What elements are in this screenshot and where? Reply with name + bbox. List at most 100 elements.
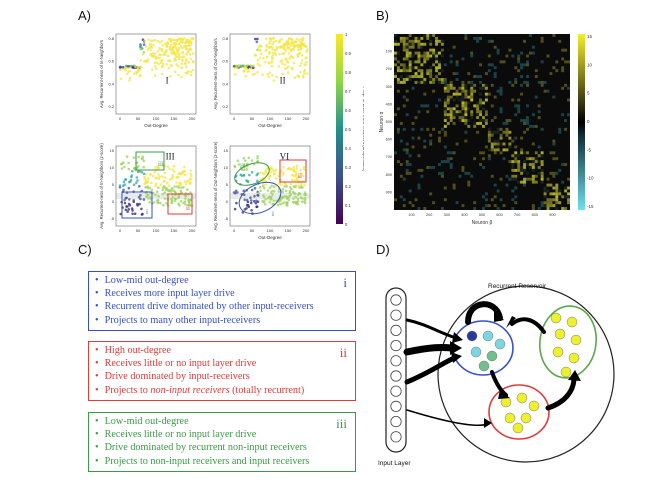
scatter-point xyxy=(154,182,158,186)
matrix-cell xyxy=(449,166,453,169)
colorbar-tick-label: 0.6 xyxy=(345,108,351,113)
matrix-cell xyxy=(526,75,529,78)
type-ii-item-text: Projects to xyxy=(104,384,151,396)
matrix-cell xyxy=(455,113,459,117)
matrix-cell xyxy=(511,166,515,169)
scatter-point xyxy=(299,70,302,74)
y-tick-label: 200 xyxy=(386,67,392,71)
matrix-cell xyxy=(479,113,482,117)
matrix-cell xyxy=(443,63,447,67)
matrix-cell xyxy=(517,57,521,61)
matrix-cell xyxy=(493,183,497,187)
matrix-cell xyxy=(443,119,447,122)
matrix-cell xyxy=(399,63,403,67)
matrix-cell xyxy=(467,95,471,99)
scatter-point xyxy=(177,73,180,77)
matrix-cell xyxy=(402,36,406,40)
matrix-cell xyxy=(531,142,535,146)
scatter-point xyxy=(292,200,295,204)
matrix-cell xyxy=(464,86,468,90)
scatter-point xyxy=(160,39,164,43)
matrix-cell xyxy=(540,36,544,40)
matrix-cell xyxy=(549,151,553,155)
x-axis-label: Out-Degree xyxy=(258,123,282,128)
matrix-cell xyxy=(482,83,485,87)
matrix-cell xyxy=(528,166,532,169)
scatter-point xyxy=(300,61,303,65)
matrix-cell xyxy=(508,136,512,140)
matrix-cell xyxy=(420,174,424,178)
matrix-cell xyxy=(561,86,565,90)
matrix-cell xyxy=(443,124,447,128)
scatter-point xyxy=(249,201,253,205)
category-box-label: ii xyxy=(186,204,190,212)
matrix-cell xyxy=(402,57,406,61)
matrix-cell xyxy=(523,168,526,172)
x-axis-label: Out-Degree xyxy=(144,123,168,128)
matrix-cell xyxy=(520,75,524,78)
scatter-point xyxy=(300,200,304,204)
matrix-cell xyxy=(487,39,491,43)
scatter-point xyxy=(171,168,174,172)
scatter-point xyxy=(146,58,150,62)
matrix-cell xyxy=(511,139,515,143)
scatter-point xyxy=(184,57,188,61)
matrix-cell xyxy=(505,119,509,122)
scatter-point xyxy=(138,185,141,188)
matrix-cell xyxy=(429,54,433,58)
y-tick-label: 10 xyxy=(224,165,229,170)
matrix-cell xyxy=(396,66,400,70)
matrix-cell xyxy=(517,54,521,58)
scatter-point xyxy=(290,173,294,177)
matrix-cell xyxy=(502,204,506,208)
matrix-cell xyxy=(429,34,433,37)
matrix-cell xyxy=(443,89,447,93)
matrix-cell xyxy=(443,133,447,137)
scatter-point xyxy=(187,49,191,53)
matrix-cell xyxy=(473,124,477,128)
y-tick-label: 15 xyxy=(110,148,115,153)
colorbar-tick-label: 0 xyxy=(345,222,348,227)
scatter-point xyxy=(268,71,271,74)
matrix-cell xyxy=(482,195,485,199)
matrix-cell xyxy=(514,113,518,117)
matrix-cell xyxy=(537,110,541,114)
matrix-cell xyxy=(411,60,415,64)
scatter-point xyxy=(304,193,307,196)
scatter-point xyxy=(123,198,126,202)
x-tick-label: 600 xyxy=(496,213,502,217)
matrix-cell xyxy=(461,116,465,120)
matrix-cell xyxy=(464,139,468,143)
type-iii-item: Low-mid out-degree xyxy=(95,415,349,428)
scatter-point xyxy=(131,170,134,173)
scatter-point xyxy=(177,65,180,68)
matrix-cell xyxy=(517,163,521,166)
matrix-cell xyxy=(555,157,559,161)
matrix-cell xyxy=(549,192,553,196)
matrix-cell xyxy=(443,98,447,102)
scatter-point xyxy=(273,48,276,52)
y-tick-label: 300 xyxy=(386,85,392,89)
scatter-point xyxy=(246,179,249,183)
matrix-cell xyxy=(396,127,400,131)
scatter-point xyxy=(170,177,174,180)
matrix-cell xyxy=(502,148,506,152)
scatter-point xyxy=(284,57,287,60)
matrix-cell xyxy=(417,69,421,73)
matrix-cell xyxy=(443,86,447,90)
scatter-point xyxy=(234,192,237,195)
scatter-point xyxy=(296,179,299,183)
scatter-point xyxy=(292,197,295,200)
matrix-cell xyxy=(394,72,397,76)
scatter-point xyxy=(166,181,169,185)
matrix-cell xyxy=(505,54,509,58)
scatter-point xyxy=(269,174,272,178)
scatter-point xyxy=(118,184,122,187)
scatter-point xyxy=(187,198,190,202)
scatter-point xyxy=(268,186,272,190)
matrix-cell xyxy=(502,60,506,64)
matrix-cell xyxy=(429,166,433,169)
scatter-point xyxy=(151,68,154,71)
matrix-cell xyxy=(396,130,400,134)
